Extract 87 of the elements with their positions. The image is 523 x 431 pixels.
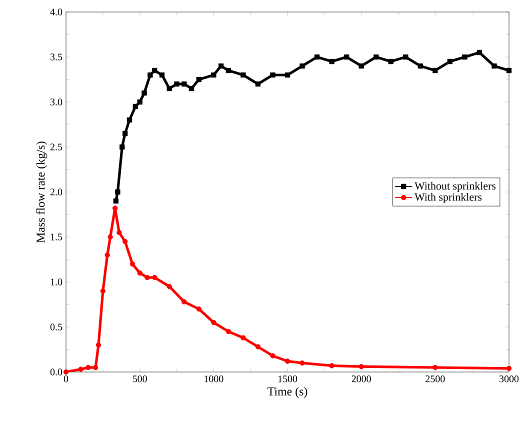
- point: [96, 342, 102, 348]
- point: [432, 364, 438, 370]
- point: [137, 99, 142, 105]
- point: [152, 68, 158, 74]
- y-tick-label: 0.5: [50, 324, 62, 330]
- point: [314, 54, 320, 60]
- point: [226, 68, 232, 74]
- point: [240, 72, 246, 78]
- point: [255, 81, 261, 87]
- point: [86, 364, 91, 370]
- point: [255, 344, 261, 350]
- point: [122, 238, 128, 244]
- point: [284, 358, 290, 364]
- point: [100, 288, 106, 294]
- x-tick-label: 3000: [500, 376, 519, 382]
- x-tick-label: 500: [132, 376, 147, 382]
- point: [113, 198, 118, 204]
- point: [166, 284, 172, 290]
- y-tick-label: 2.0: [50, 188, 62, 196]
- point: [374, 54, 379, 60]
- y-tick-label: 3.0: [50, 98, 62, 106]
- point: [196, 76, 202, 82]
- point: [358, 63, 364, 69]
- point: [403, 54, 408, 60]
- point: [130, 261, 136, 267]
- point: [211, 72, 216, 78]
- point: [432, 68, 438, 74]
- point: [358, 364, 364, 370]
- point: [506, 68, 512, 74]
- x-tick-label: 0: [64, 376, 68, 382]
- x-tick-label: 1500: [278, 376, 298, 382]
- point: [226, 328, 232, 334]
- point: [104, 252, 110, 258]
- y-tick-label: 3.5: [50, 54, 62, 60]
- point: [126, 117, 132, 123]
- point: [148, 72, 153, 78]
- point: [78, 366, 84, 372]
- point: [270, 353, 276, 358]
- point: [418, 63, 423, 69]
- point: [174, 81, 180, 87]
- legend-label: Without sprinklers: [414, 182, 496, 192]
- point: [120, 144, 125, 150]
- y-tick-label: 4.0: [50, 8, 62, 16]
- point: [329, 58, 334, 64]
- y-axis-title: Mass flow rate (kg/s): [36, 142, 48, 243]
- point: [112, 206, 118, 211]
- point: [166, 86, 172, 92]
- point: [300, 360, 305, 366]
- legend-label: With sprinklers: [414, 193, 482, 203]
- point: [388, 58, 394, 64]
- point: [270, 72, 276, 78]
- x-tick-label: 2000: [352, 376, 371, 382]
- point: [132, 104, 138, 110]
- point: [182, 299, 187, 304]
- x-tick-label: 1000: [204, 376, 224, 382]
- point: [506, 366, 512, 371]
- point: [188, 86, 194, 92]
- point: [152, 274, 158, 280]
- y-tick-label: 0.0: [50, 368, 62, 376]
- point: [329, 363, 334, 368]
- point: [240, 335, 246, 340]
- point: [144, 274, 150, 280]
- point: [137, 270, 142, 276]
- point: [300, 63, 305, 69]
- point: [462, 54, 468, 60]
- y-tick-label: 1.5: [50, 234, 62, 240]
- point: [115, 189, 120, 195]
- point: [116, 230, 122, 236]
- point: [211, 320, 216, 326]
- point: [182, 81, 187, 87]
- y-tick-label: 1.0: [50, 278, 62, 286]
- x-tick-label: 2500: [426, 376, 445, 382]
- y-tick-label: 2.5: [50, 144, 62, 150]
- point: [447, 58, 453, 64]
- point: [284, 72, 290, 78]
- point: [92, 364, 98, 370]
- point: [218, 63, 224, 69]
- point: [476, 50, 482, 56]
- x-axis-title: Time (s): [268, 387, 308, 398]
- point: [142, 90, 147, 96]
- point: [63, 369, 69, 375]
- point: [108, 234, 113, 240]
- point: [344, 54, 350, 60]
- point: [492, 63, 497, 69]
- point: [122, 130, 128, 136]
- point: [159, 72, 165, 78]
- point: [196, 306, 202, 312]
